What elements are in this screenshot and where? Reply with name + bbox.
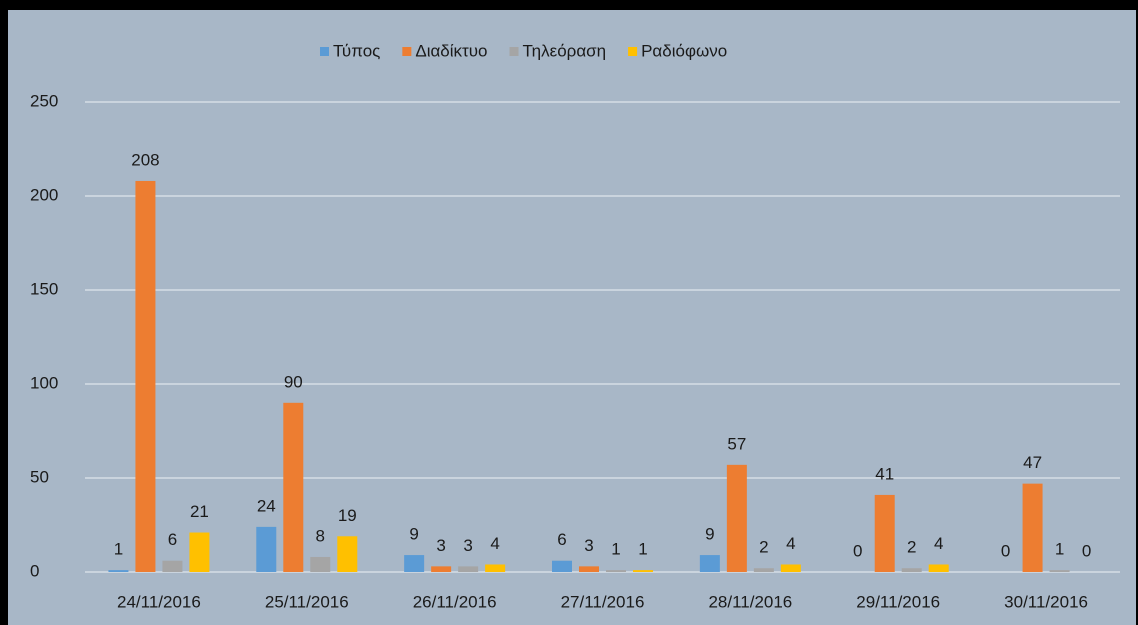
legend-swatch [628,47,638,56]
plot-background [8,10,1136,625]
data-label: 0 [1082,541,1091,560]
data-label: 1 [114,540,123,559]
data-label: 6 [557,530,566,549]
data-label: 6 [168,530,177,549]
x-tick-label: 26/11/2016 [413,592,497,611]
x-tick-label: 29/11/2016 [856,592,940,611]
bar [458,566,479,572]
bar [606,570,626,572]
data-label: 21 [190,502,209,521]
data-label: 8 [316,526,325,545]
bar [256,526,277,572]
legend-swatch [509,47,519,56]
data-label: 4 [934,534,943,553]
legend-swatch [320,47,329,56]
bar [1022,483,1043,572]
y-tick-label: 200 [30,185,58,204]
data-label: 90 [284,372,303,391]
data-label: 208 [131,150,159,169]
legend-label: Τύπος [333,41,380,60]
x-tick-label: 28/11/2016 [708,592,792,611]
bar [901,568,922,572]
data-label: 9 [705,525,714,544]
bar [552,560,572,572]
y-tick-label: 150 [30,279,58,298]
data-label: 0 [853,541,862,560]
bar [928,564,949,572]
data-label: 1 [1055,540,1064,559]
data-label: 3 [584,536,593,555]
x-tick-label: 25/11/2016 [265,592,349,611]
x-tick-label: 30/11/2016 [1004,592,1088,611]
bar [135,180,156,572]
bar [404,555,425,572]
bar [874,494,895,572]
x-tick-label: 27/11/2016 [561,592,645,611]
y-tick-label: 0 [30,561,39,580]
bar [337,536,358,572]
data-label: 57 [727,434,746,453]
bar [1049,570,1070,572]
bar [633,570,653,572]
data-label: 47 [1023,453,1042,472]
bar [283,402,304,572]
data-label: 4 [786,534,795,553]
data-label: 9 [409,525,418,544]
y-tick-label: 50 [30,467,49,486]
data-label: 4 [490,534,499,553]
bar [780,564,801,572]
bar [310,556,331,572]
bar [189,532,210,572]
bar [699,555,720,572]
x-tick-label: 24/11/2016 [117,592,201,611]
bar [485,564,506,572]
data-label: 19 [338,506,357,525]
bar [579,566,599,572]
bar [162,560,183,572]
legend-label: Τηλεόραση [523,41,607,60]
legend-label: Διαδίκτυο [415,41,487,60]
y-tick-label: 250 [30,91,58,110]
data-label: 1 [638,540,647,559]
y-tick-label: 100 [30,373,58,392]
data-label: 2 [907,538,916,557]
bar [108,570,129,572]
data-label: 0 [1001,541,1010,560]
data-label: 2 [759,538,768,557]
legend-label: Ραδιόφωνο [641,41,727,60]
data-label: 3 [463,536,472,555]
bar [726,464,747,572]
data-label: 3 [436,536,445,555]
data-label: 41 [875,464,894,483]
bar [753,568,774,572]
data-label: 1 [611,540,620,559]
bar [431,566,452,572]
legend-swatch [402,47,412,56]
data-label: 24 [257,496,276,515]
